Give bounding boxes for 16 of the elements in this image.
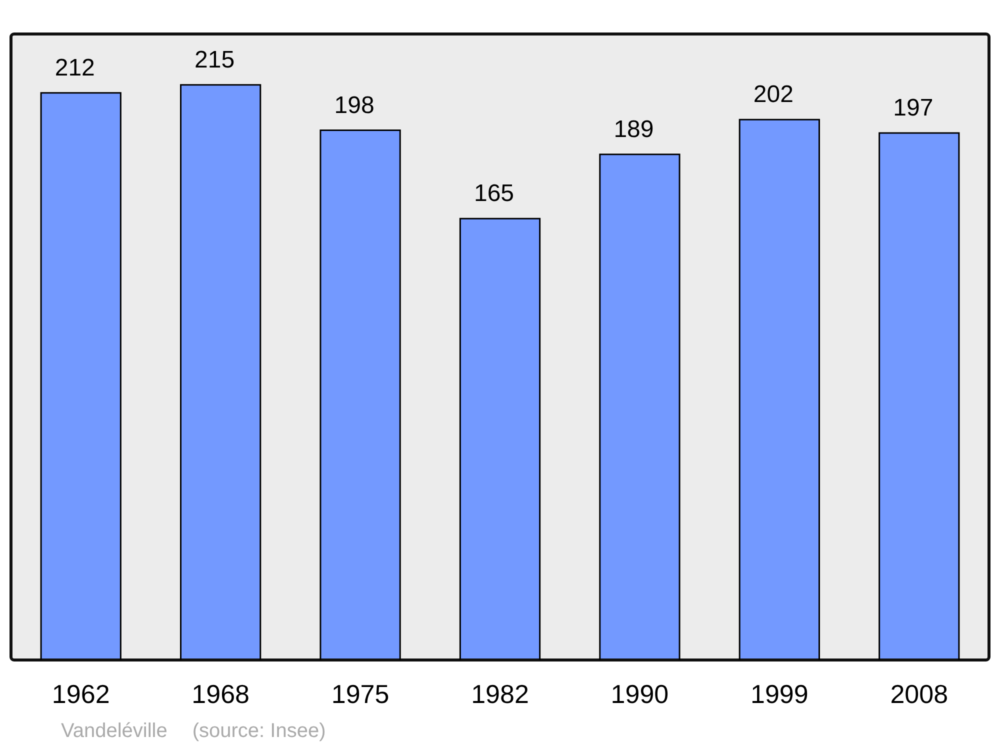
x-tick-label: 1999 [750,678,808,709]
data-label: 202 [753,81,794,108]
text: Vandeléville [61,720,168,742]
data-label: 215 [194,46,235,74]
x-tick-label: 1968 [192,678,250,709]
data-label: 212 [54,54,95,82]
data-label: 198 [334,92,374,119]
data-label: 197 [893,94,934,122]
x-tick-label: 1962 [52,678,110,709]
x-tick-label: 2008 [890,678,948,709]
x-tick-label: 1990 [610,678,669,709]
data-label: 165 [474,180,514,208]
x-tick-label: 1975 [331,678,390,709]
x-tick-label: 1982 [471,678,529,709]
text: (source: Insee) [192,720,326,742]
data-label: 189 [614,116,654,144]
